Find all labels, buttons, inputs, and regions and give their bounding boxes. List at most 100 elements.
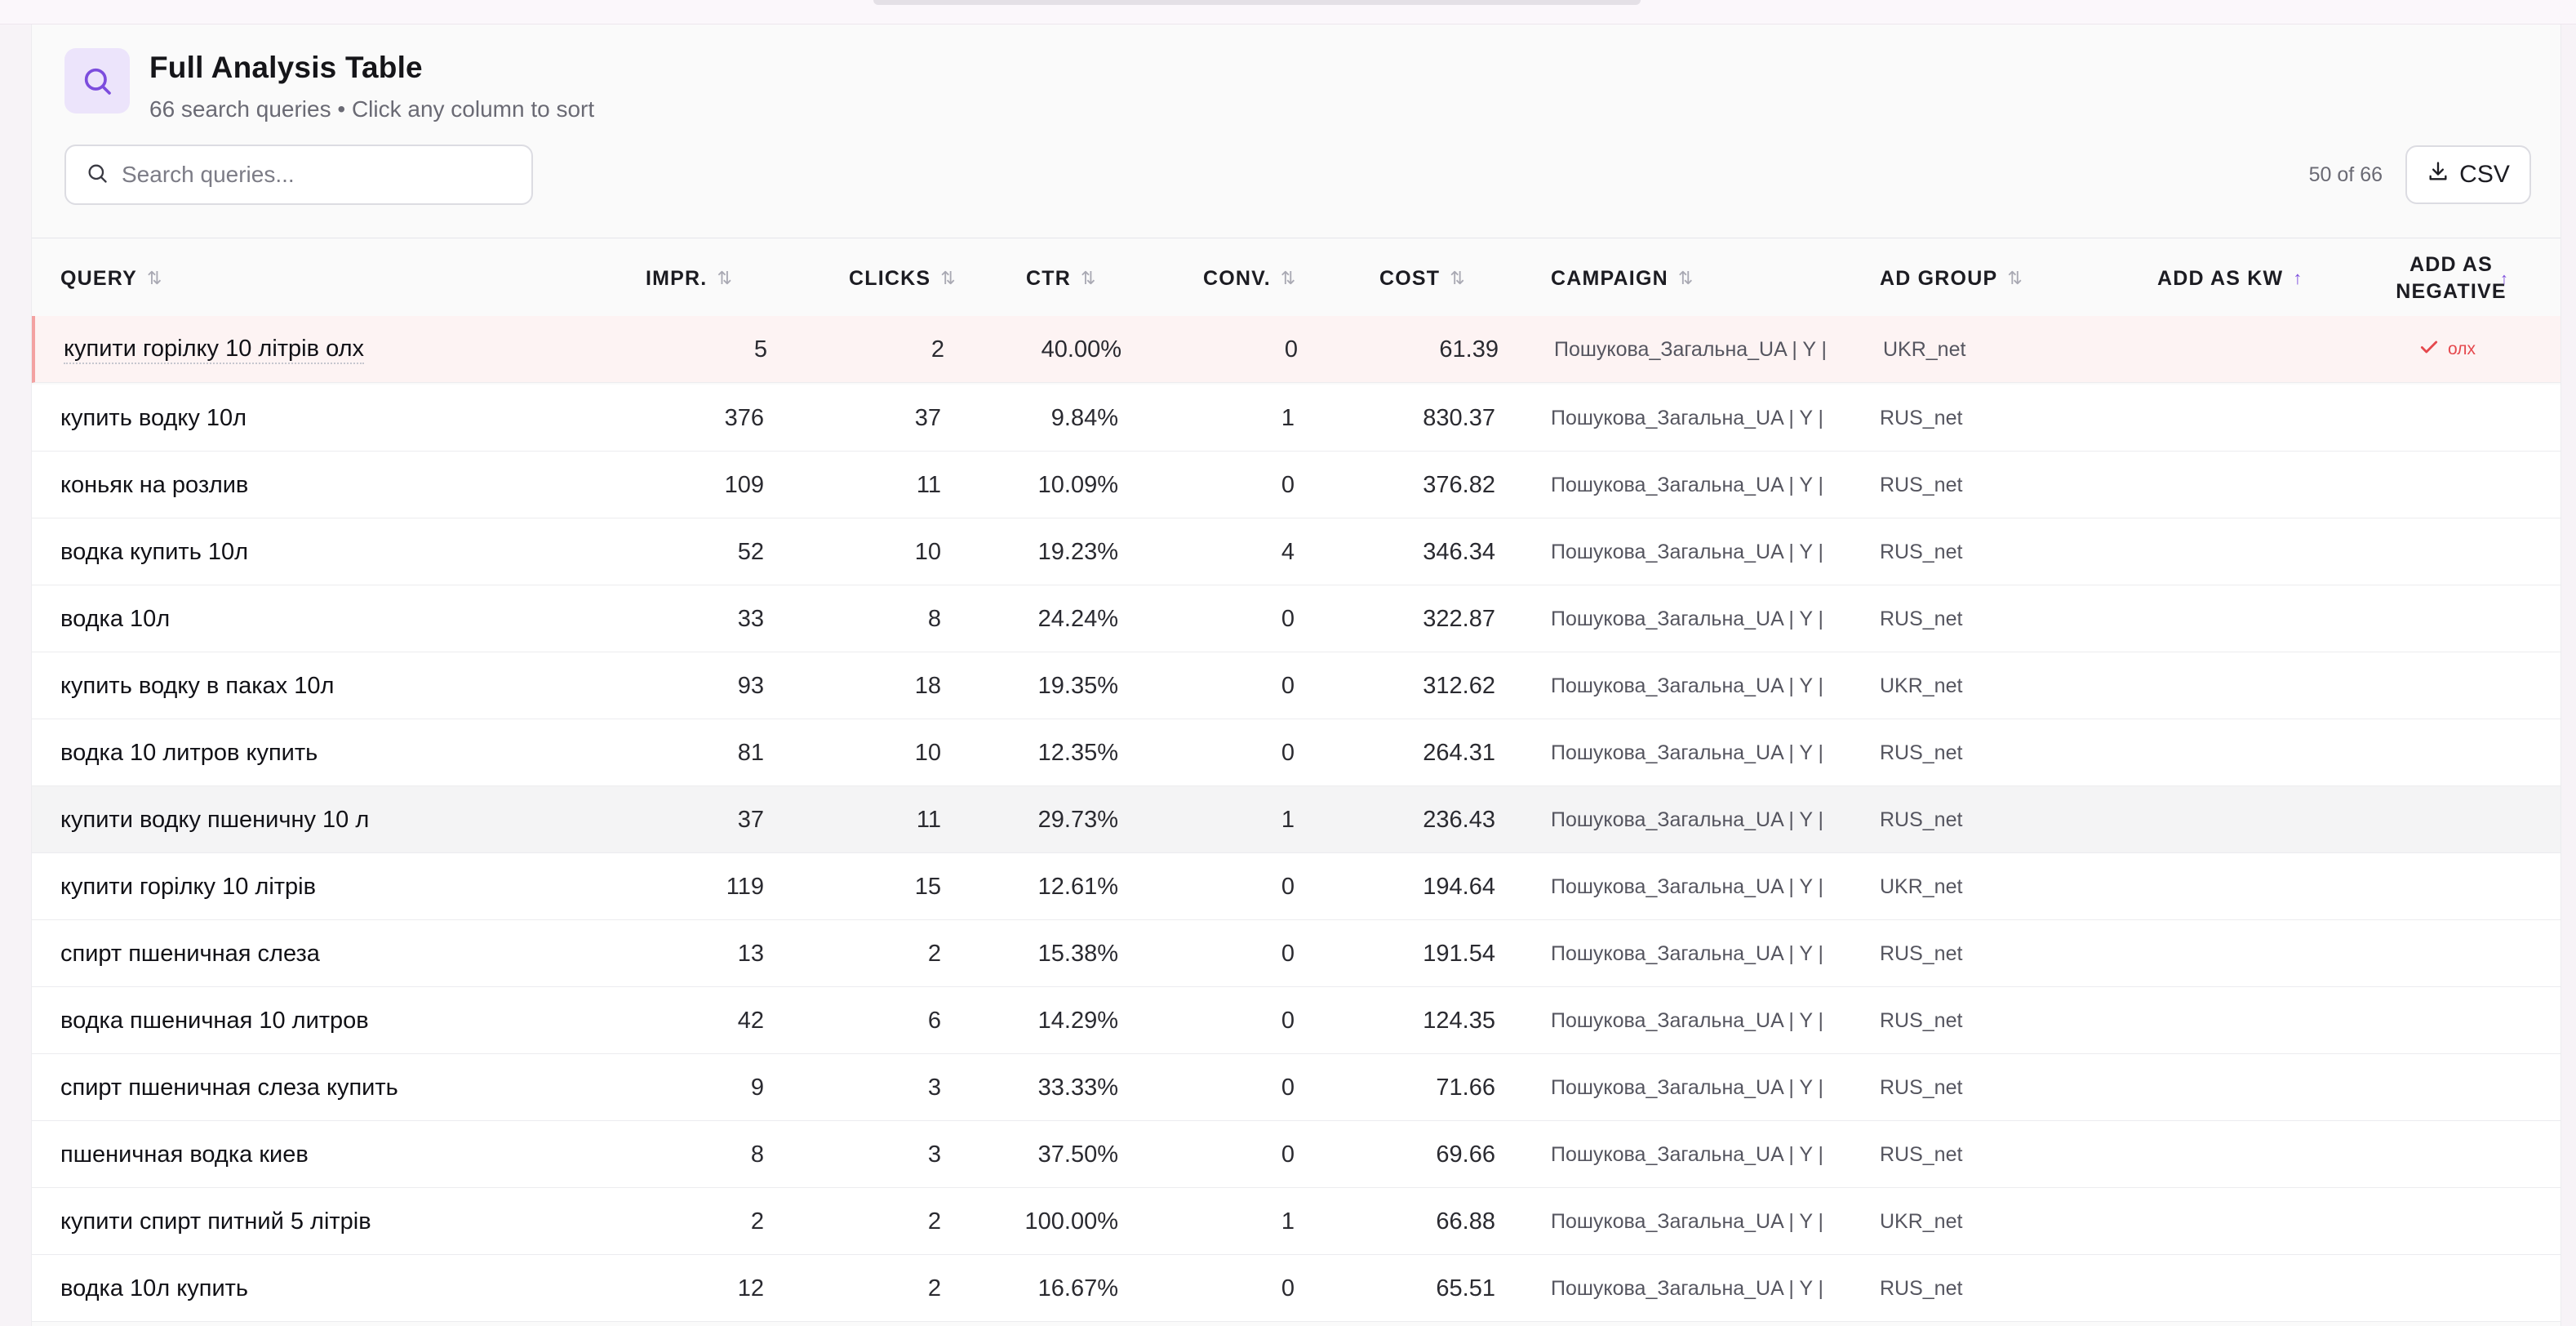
ad-group-cell: RUS_net (1880, 741, 1963, 764)
table-row[interactable]: купити горілку 10 літрів 119 15 12.61% 0 194.… (32, 853, 2560, 920)
search-box[interactable] (64, 145, 533, 205)
cost-cell: 830.37 (1423, 404, 1495, 431)
query-text: водка пшеничная 10 литров (60, 1007, 369, 1034)
impressions-cell: 8 (750, 1141, 764, 1168)
campaign-cell: Пошукова_Загальна_UA | Y | (1551, 1276, 1824, 1300)
ad-group-cell: RUS_net (1880, 1008, 1963, 1032)
table-row[interactable]: купить водку 10л 376 37 9.84% 1 830.37 Пошуков… (32, 385, 2560, 452)
query-text: водка купить 10л (60, 538, 249, 565)
column-header-campaign[interactable]: CAMPAIGN ⇅ (1551, 238, 1693, 318)
campaign-cell: Пошукова_Загальна_UA | Y | (1551, 473, 1824, 496)
top-strip (0, 0, 2576, 24)
cost-cell: 65.51 (1436, 1275, 1495, 1302)
ad-group-cell: RUS_net (1880, 406, 1963, 429)
cost-cell: 346.34 (1423, 538, 1495, 565)
conversions-cell: 0 (1281, 1275, 1295, 1302)
add-as-negative-cell[interactable]: олх (2418, 316, 2516, 383)
column-header-label-line1: ADD AS (2409, 253, 2494, 276)
conversions-cell: 4 (1281, 538, 1295, 565)
campaign-cell: Пошукова_Загальна_UA | Y | (1551, 406, 1824, 429)
impressions-cell: 109 (724, 471, 764, 498)
query-text: купити горілку 10 літрів (60, 873, 317, 900)
ad-group-cell: RUS_net (1880, 607, 1963, 630)
ctr-cell: 19.35% (1037, 672, 1118, 699)
column-header-add-as-kw[interactable]: ADD AS KW ↑ (2157, 238, 2302, 318)
query-text: спирт пшеничная слеза купить (60, 1074, 398, 1101)
column-header-label: CLICKS (849, 266, 931, 290)
column-header-label: CONV. (1203, 266, 1271, 290)
ad-group-cell: UKR_net (1880, 674, 1963, 697)
table-row[interactable]: водка купить 10л 52 10 19.23% 4 346.34 Пошуков… (32, 518, 2560, 585)
sort-arrows-icon: ⇅ (940, 268, 956, 288)
conversions-cell: 0 (1281, 471, 1295, 498)
table-row[interactable]: спирт пшеничная слеза 13 2 15.38% 0 191.54 Пош… (32, 920, 2560, 987)
impressions-cell: 93 (737, 672, 764, 699)
conversions-cell: 0 (1281, 1007, 1295, 1034)
conversions-cell: 1 (1281, 806, 1295, 833)
column-header-label: QUERY (60, 266, 137, 290)
conversions-cell: 0 (1281, 739, 1295, 766)
table-row[interactable]: купити горілку 10 літрів олх 5 2 40.00% 0 61.… (32, 316, 2560, 383)
conversions-cell: 0 (1281, 940, 1295, 967)
search-input[interactable] (122, 162, 497, 188)
ad-group-cell: RUS_net (1880, 1142, 1963, 1166)
table-row[interactable]: купить водку в паках 10л 93 18 19.35% 0 312.6… (32, 652, 2560, 719)
column-header-cost[interactable]: COST ⇅ (1379, 238, 1465, 318)
query-text: коньяк на розлив (60, 471, 249, 498)
query-cell: водка пшеничная 10 литров (60, 987, 566, 1054)
impressions-cell: 119 (726, 873, 764, 900)
sort-arrows-icon: ⇅ (1450, 268, 1465, 288)
column-header-query[interactable]: QUERY ⇅ (60, 238, 162, 318)
clicks-cell: 10 (914, 739, 941, 766)
sort-arrows-icon: ⇅ (1080, 268, 1096, 288)
conversions-cell: 0 (1281, 1074, 1295, 1101)
campaign-cell: Пошукова_Загальна_UA | Y | (1551, 941, 1824, 965)
impressions-cell: 13 (737, 940, 764, 967)
table-row[interactable]: пшеничная водка киев 8 3 37.50% 0 69.66 Пошуко… (32, 1121, 2560, 1188)
column-header-label: IMPR. (646, 266, 708, 290)
query-cell: спирт пшеничная слеза (60, 920, 566, 987)
query-cell: купить водку 10л (60, 385, 566, 452)
download-icon (2427, 160, 2449, 189)
table-row[interactable]: купити водку пшеничну 10 л 37 11 29.73% 1 236… (32, 786, 2560, 853)
column-header-conv[interactable]: CONV. ⇅ (1203, 238, 1295, 318)
table-row[interactable]: водка 10 литров купить 81 10 12.35% 0 264.31 П… (32, 719, 2560, 786)
table-row[interactable]: водка 10л купить 12 2 16.67% 0 65.51 Пошукова_… (32, 1255, 2560, 1322)
search-icon (86, 162, 109, 189)
ctr-cell: 19.23% (1037, 538, 1118, 565)
table-row[interactable]: коньяк на розлив 109 11 10.09% 0 376.82 Пошуко… (32, 452, 2560, 518)
query-cell: спирт пшеничная слеза купить (60, 1054, 566, 1121)
query-cell: водка 10л купить (60, 1255, 566, 1322)
sort-arrows-icon: ⇅ (1280, 268, 1296, 288)
impressions-cell: 81 (737, 739, 764, 766)
query-text: купити горілку 10 літрів олх (64, 336, 364, 364)
query-cell: водка 10 литров купить (60, 719, 566, 786)
column-header-clicks[interactable]: CLICKS ⇅ (849, 238, 956, 318)
campaign-cell: Пошукова_Загальна_UA | Y | (1551, 674, 1824, 697)
ad-group-cell: RUS_net (1880, 540, 1963, 563)
table-row[interactable]: купити спирт питний 5 літрів 2 2 100.00% 1 66… (32, 1188, 2560, 1255)
clicks-cell: 37 (914, 404, 941, 431)
clicks-cell: 6 (927, 1007, 941, 1034)
impressions-cell: 33 (737, 605, 764, 632)
clicks-cell: 11 (916, 471, 941, 498)
conversions-cell: 1 (1281, 404, 1295, 431)
query-text: пшеничная водка киев (60, 1141, 309, 1168)
cost-cell: 124.35 (1423, 1007, 1495, 1034)
csv-export-button[interactable]: CSV (2405, 145, 2531, 204)
column-header-ctr[interactable]: CTR ⇅ (1026, 238, 1095, 318)
campaign-cell: Пошукова_Загальна_UA | Y | (1551, 741, 1824, 764)
clicks-cell: 18 (914, 672, 941, 699)
table-row[interactable]: водка 10л 33 8 24.24% 0 322.87 Пошукова_Загаль… (32, 585, 2560, 652)
page-subtitle: 66 search queries • Click any column to … (149, 96, 595, 122)
table-row[interactable]: водка пшеничная 10 литров 42 6 14.29% 0 124.3… (32, 987, 2560, 1054)
ad-group-cell: RUS_net (1880, 473, 1963, 496)
column-header-adgroup[interactable]: AD GROUP ⇅ (1880, 238, 2023, 318)
column-header-impr[interactable]: IMPR. ⇅ (646, 238, 732, 318)
column-header-add-as-negative[interactable]: ADD AS NEGATIVE ↑ (2378, 238, 2525, 318)
impressions-cell: 37 (737, 806, 764, 833)
ctr-cell: 12.61% (1037, 873, 1118, 900)
table-row[interactable]: спирт пшеничная слеза купить 9 3 33.33% 0 71.… (32, 1054, 2560, 1121)
query-cell: водка 10л (60, 585, 566, 652)
cost-cell: 66.88 (1436, 1208, 1495, 1235)
